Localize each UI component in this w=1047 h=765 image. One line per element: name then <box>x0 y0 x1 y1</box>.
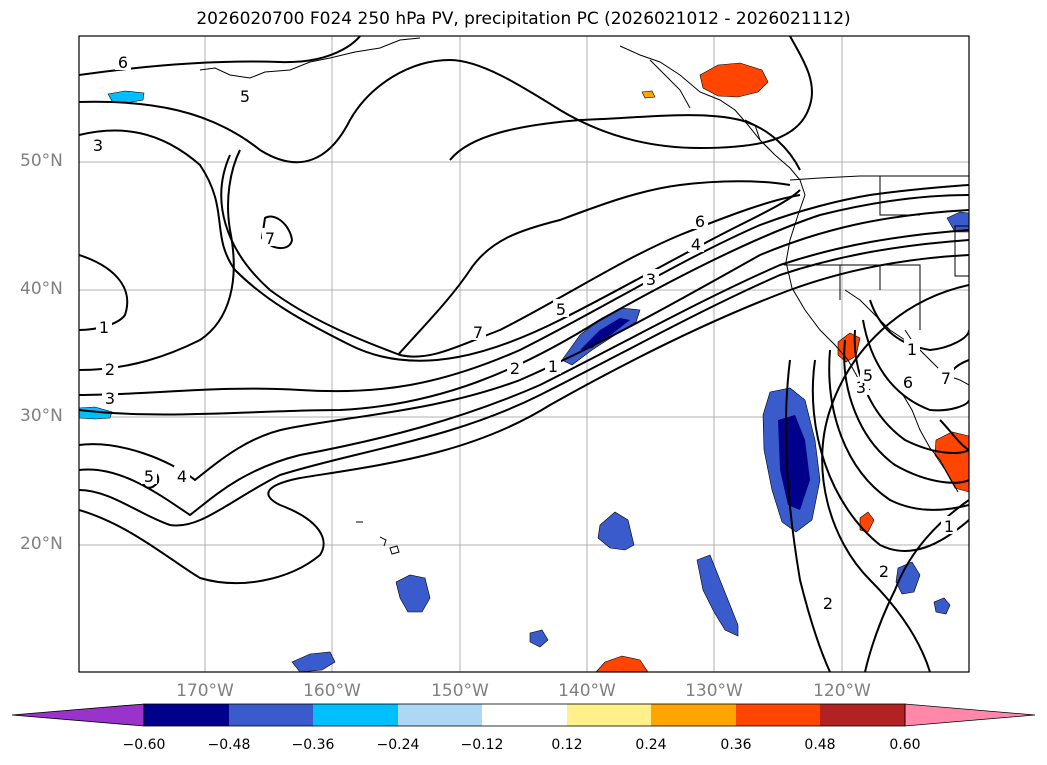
contour-label: 4 <box>177 467 187 486</box>
contour-label: 5 <box>240 87 250 106</box>
land-outline <box>199 37 969 555</box>
colorbar-tick: −0.60 <box>122 737 166 753</box>
colorbar-segment <box>820 704 905 726</box>
gridlines <box>79 36 969 672</box>
contour-label: 5 <box>144 467 154 486</box>
lon-label: 130°W <box>685 681 743 701</box>
lon-label: 120°W <box>813 681 871 701</box>
colorbar-tick: 0.48 <box>804 737 836 753</box>
colorbar-tick: 0.60 <box>889 737 921 753</box>
contour-label: 1 <box>99 318 109 337</box>
contour-label: 3 <box>93 136 103 155</box>
colorbar-segment <box>144 704 229 726</box>
lat-label: 40°N <box>20 279 63 299</box>
contour-labels: 6 5 7 3 1 2 3 5 4 6 4 3 5 7 <box>90 52 957 613</box>
colorbar-extend-right <box>904 703 1036 727</box>
contour-label: 1 <box>907 340 917 359</box>
map-frame <box>78 35 970 673</box>
contour-label: 6 <box>695 212 705 231</box>
colorbar-tick: 0.12 <box>551 737 583 753</box>
colorbar-segment <box>398 704 482 726</box>
contour-label: 5 <box>556 300 566 319</box>
map-title: 2026020700 F024 250 hPa PV, precipitatio… <box>196 9 851 29</box>
colorbar-segment <box>567 704 651 726</box>
precip-anomaly-negative <box>79 90 969 672</box>
lon-label: 150°W <box>431 681 489 701</box>
contour-label: 1 <box>944 517 954 536</box>
contour-label: 6 <box>118 53 128 72</box>
contour-label: 2 <box>510 359 520 378</box>
colorbar-tick: 0.24 <box>635 737 667 753</box>
colorbar-segment <box>229 704 313 726</box>
contour-label: 4 <box>691 235 701 254</box>
contour-label: 2 <box>105 360 115 379</box>
colorbar-tick: −0.12 <box>460 737 504 753</box>
colorbar-tick: −0.24 <box>376 737 420 753</box>
lon-label: 140°W <box>558 681 616 701</box>
pv-contours <box>79 36 969 672</box>
colorbar-segment <box>313 704 398 726</box>
colorbar-segment <box>736 704 820 726</box>
lon-label: 170°W <box>176 681 234 701</box>
colorbar-segment <box>482 704 567 726</box>
contour-label: 7 <box>265 229 275 248</box>
contour-label: 3 <box>646 270 656 289</box>
colorbar-tick: −0.36 <box>291 737 335 753</box>
colorbar <box>11 703 1036 727</box>
colorbar-segment <box>651 704 736 726</box>
lat-label: 20°N <box>20 534 63 554</box>
contour-label: 5 <box>863 366 873 385</box>
lat-label: 50°N <box>20 151 63 171</box>
contour-label: 7 <box>473 323 483 342</box>
colorbar-tick: −0.48 <box>207 737 251 753</box>
lon-label: 160°W <box>303 681 361 701</box>
contour-label: 3 <box>105 389 115 408</box>
contour-label: 6 <box>903 373 913 392</box>
colorbar-extend-left <box>11 703 145 727</box>
contour-label: 2 <box>823 594 833 613</box>
lat-label: 30°N <box>20 406 63 426</box>
contour-label: 3 <box>856 378 866 397</box>
contour-label: 2 <box>879 562 889 581</box>
contour-label: 1 <box>548 357 558 376</box>
contour-label: 7 <box>941 369 951 388</box>
colorbar-tick: 0.36 <box>720 737 752 753</box>
